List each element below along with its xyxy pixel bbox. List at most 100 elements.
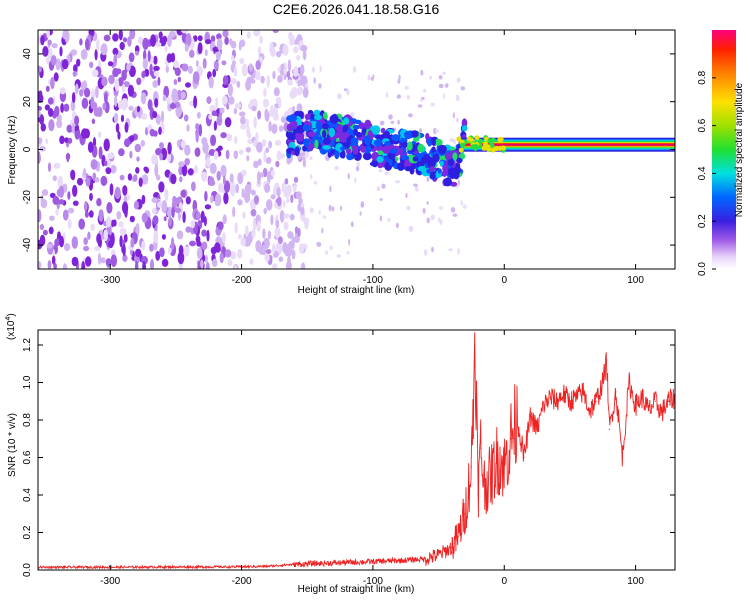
noise-speckle — [279, 209, 285, 223]
noise-speckle — [208, 180, 216, 186]
noise-speckle — [426, 217, 430, 224]
noise-speckle — [66, 152, 70, 163]
noise-speckle — [54, 105, 60, 117]
noise-speckle — [147, 50, 151, 62]
noise-speckle — [271, 263, 278, 269]
noise-speckle — [47, 39, 52, 46]
signal-blob — [410, 164, 416, 169]
noise-speckle — [201, 241, 208, 251]
noise-speckle — [204, 254, 208, 264]
noise-speckle — [84, 211, 89, 218]
signal-blob — [391, 134, 401, 142]
snr-y-ticks: 0.0 0.2 0.4 0.6 0.8 1.0 1.2 — [22, 338, 675, 577]
noise-speckle — [158, 31, 163, 40]
noise-speckle — [249, 99, 257, 105]
noise-speckle — [195, 60, 199, 67]
noise-speckle — [96, 38, 100, 52]
noise-speckle — [433, 127, 437, 135]
noise-speckle — [151, 154, 158, 165]
signal-blob — [341, 150, 346, 159]
snr-point — [582, 391, 584, 393]
signal-blob — [314, 114, 322, 121]
noise-speckle — [196, 240, 202, 247]
noise-speckle — [149, 128, 155, 137]
noise-speckle — [313, 77, 316, 84]
snr-point — [654, 400, 656, 402]
noise-speckle — [94, 177, 100, 183]
spectrogram-x-tick-label-4: 100 — [627, 275, 644, 286]
snr-point — [503, 466, 505, 468]
signal-blob — [292, 120, 298, 130]
noise-speckle — [166, 53, 173, 63]
noise-speckle — [263, 207, 268, 215]
noise-speckle — [302, 49, 307, 61]
noise-speckle — [460, 86, 466, 91]
colorbar-tick-label-1: 0.2 — [697, 214, 708, 228]
noise-speckle — [59, 87, 66, 95]
noise-speckle — [283, 73, 287, 81]
noise-speckle — [83, 237, 88, 246]
noise-speckle — [49, 215, 55, 221]
snr-scale-close: ) — [6, 313, 17, 316]
noise-speckle — [58, 199, 65, 205]
noise-speckle — [229, 251, 237, 260]
noise-speckle — [222, 75, 229, 86]
noise-speckle — [213, 120, 217, 131]
noise-speckle — [396, 94, 402, 99]
noise-speckle — [140, 92, 147, 105]
noise-speckle — [275, 228, 280, 239]
snr-y-tick-label-2: 0.4 — [22, 488, 33, 502]
snr-point — [451, 546, 453, 549]
signal-blob — [322, 129, 327, 139]
noise-speckle — [291, 237, 295, 250]
noise-speckle — [175, 197, 182, 203]
noise-speckle — [110, 254, 118, 267]
noise-speckle — [150, 34, 157, 47]
noise-speckle — [114, 95, 118, 107]
noise-speckle — [38, 137, 43, 145]
noise-speckle — [181, 30, 188, 34]
noise-speckle — [85, 177, 91, 187]
noise-speckle — [395, 180, 400, 184]
noise-speckle — [277, 236, 283, 245]
noise-speckle — [213, 150, 219, 160]
noise-speckle — [41, 189, 49, 196]
noise-speckle — [173, 60, 179, 68]
noise-speckle — [63, 103, 70, 112]
noise-speckle — [222, 176, 226, 186]
noise-speckle — [237, 172, 244, 185]
noise-speckle — [460, 200, 463, 206]
noise-speckle — [124, 122, 129, 133]
noise-speckle — [167, 247, 172, 254]
noise-speckle — [352, 66, 357, 73]
noise-speckle — [127, 173, 133, 181]
noise-speckle — [293, 184, 297, 194]
noise-speckle — [230, 78, 237, 85]
snr-point — [523, 456, 525, 459]
noise-speckle — [149, 243, 154, 252]
noise-speckle — [129, 215, 135, 223]
noise-speckle — [85, 38, 90, 51]
signal-blob — [330, 140, 335, 148]
spectrogram-signal-track — [285, 109, 675, 187]
noise-speckle — [256, 141, 263, 153]
noise-speckle — [118, 30, 123, 41]
noise-speckle — [51, 43, 58, 49]
figure-title: C2E6.2026.041.18.58.G16 — [273, 1, 440, 17]
noise-speckle — [275, 219, 280, 229]
noise-speckle — [205, 156, 211, 168]
snr-point — [635, 404, 637, 406]
noise-speckle — [115, 123, 120, 133]
noise-speckle — [195, 211, 201, 221]
colorbar-label: Normalized spectral amplitude — [734, 82, 745, 217]
noise-speckle — [221, 60, 227, 66]
noise-speckle — [184, 158, 190, 166]
noise-speckle — [142, 37, 149, 50]
noise-speckle — [272, 111, 277, 117]
noise-speckle — [67, 137, 73, 144]
noise-speckle — [319, 65, 322, 73]
noise-speckle — [300, 262, 306, 269]
snr-point — [536, 428, 538, 430]
noise-speckle — [237, 233, 242, 240]
noise-speckle — [438, 75, 443, 80]
